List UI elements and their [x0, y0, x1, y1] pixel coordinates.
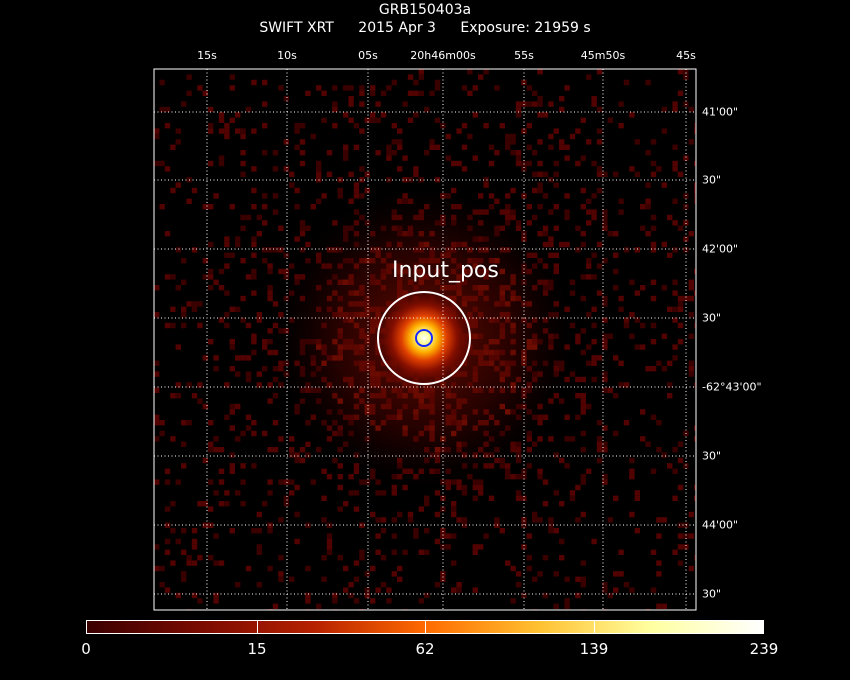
ra-tick-label: 10s	[277, 49, 297, 62]
source-core	[374, 288, 474, 388]
source-label: Input_pos	[392, 258, 499, 283]
dec-tick-label: 41'00"	[702, 105, 739, 119]
colorbar-tick-mark	[257, 621, 258, 633]
ra-tick-label: 45m50s	[580, 49, 626, 62]
source-region-circle	[377, 291, 471, 385]
image-subtitle: SWIFT XRT 2015 Apr 3 Exposure: 21959 s	[0, 20, 850, 36]
colorbar-tick-label: 15	[247, 640, 267, 658]
colorbar-tick-mark	[425, 621, 426, 633]
ra-tick-label: 45s	[676, 49, 696, 62]
ra-tick-label: 05s	[358, 49, 378, 62]
coordinate-grid	[154, 69, 696, 610]
date-label: 2015 Apr 3	[358, 20, 436, 36]
instrument-label: SWIFT XRT	[259, 20, 334, 36]
colorbar	[86, 620, 764, 634]
dec-tick-label: 42'00"	[702, 242, 739, 256]
dec-tick-label: 30"	[702, 587, 722, 601]
plot-frame	[153, 68, 697, 611]
colorbar-tick-label: 139	[579, 640, 609, 658]
dec-tick-label: 44'00"	[702, 518, 739, 532]
image-title: GRB150403a	[378, 2, 472, 18]
colorbar-tick-label: 239	[749, 640, 779, 658]
ra-tick-label: 15s	[197, 49, 217, 62]
exposure-label: Exposure: 21959 s	[460, 20, 591, 36]
dec-tick-label: 30"	[702, 173, 722, 187]
dec-tick-label: 30"	[702, 311, 722, 325]
dec-tick-label: 30"	[702, 449, 722, 463]
error-circle	[415, 329, 433, 347]
ra-tick-label: 20h46m00s	[410, 49, 476, 62]
colorbar-tick-label: 0	[81, 640, 91, 658]
colorbar-tick-mark	[594, 621, 595, 633]
ra-tick-label: 55s	[514, 49, 534, 62]
dec-tick-label: -62°43'00"	[702, 380, 762, 394]
colorbar-tick-label: 62	[415, 640, 435, 658]
